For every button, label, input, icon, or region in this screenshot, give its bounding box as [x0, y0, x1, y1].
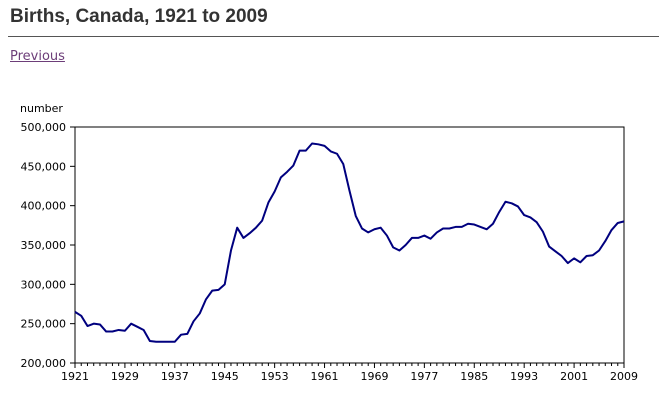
- y-tick-label: 200,000: [21, 357, 67, 370]
- x-tick-label: 1969: [360, 370, 388, 383]
- x-tick-label: 1929: [111, 370, 139, 383]
- births-series-line: [74, 142, 625, 343]
- x-tick-label: 1945: [211, 370, 239, 383]
- x-tick-label: 1977: [410, 370, 438, 383]
- y-tick-label: 350,000: [21, 239, 67, 252]
- y-axis-label: number: [20, 102, 63, 115]
- x-tick-label: 1985: [460, 370, 488, 383]
- y-tick-label: 500,000: [21, 121, 67, 134]
- x-tick-label: 1953: [261, 370, 289, 383]
- x-tick-label: 2009: [610, 370, 638, 383]
- x-axis: 1921 1929 1937 1945 1953 1961 1969 1977 1985 1993…: [61, 363, 638, 383]
- x-tick-label: 1993: [510, 370, 538, 383]
- title-divider: [8, 36, 659, 37]
- y-axis: 200,000 250,000 300,000 350,000 400,000 450,0…: [21, 121, 75, 370]
- x-tick-label: 1961: [311, 370, 339, 383]
- x-tick-label: 2001: [560, 370, 588, 383]
- y-tick-label: 250,000: [21, 318, 67, 331]
- x-tick-label: 1937: [161, 370, 189, 383]
- x-tick-label: 1921: [61, 370, 89, 383]
- previous-link[interactable]: Previous: [10, 49, 65, 64]
- y-tick-label: 450,000: [21, 160, 67, 173]
- y-tick-label: 300,000: [21, 278, 67, 291]
- page-title: Births, Canada, 1921 to 2009: [10, 6, 268, 27]
- plot-frame: [74, 126, 625, 364]
- y-tick-label: 400,000: [21, 200, 67, 213]
